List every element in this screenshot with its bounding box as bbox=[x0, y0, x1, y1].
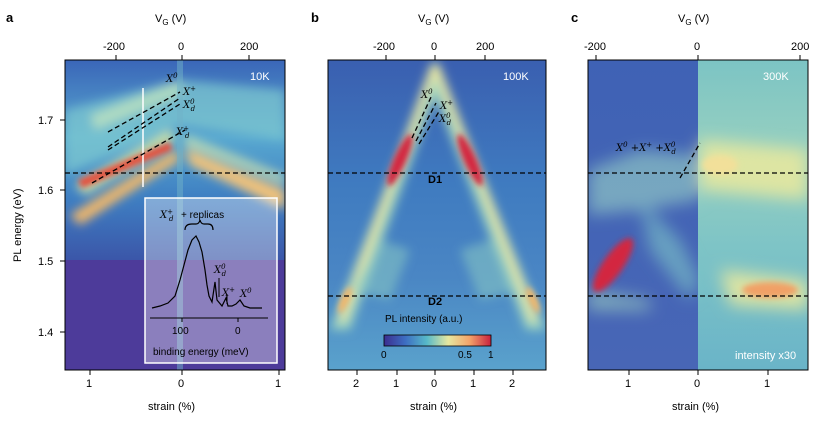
panel-a-y-label: PL energy (eV) bbox=[12, 188, 24, 262]
inset-peak-x0d: X0 d bbox=[213, 263, 227, 278]
panel-a-y-tick-3: 1.5 bbox=[38, 256, 53, 268]
panel-b-heatmap bbox=[328, 60, 546, 370]
panel-b-dashed-guides bbox=[328, 94, 546, 297]
panel-b-top-axis-title: VG (V) bbox=[418, 13, 449, 27]
inset-tick-100: 100 bbox=[172, 326, 189, 337]
panel-c-bottom-tick-1: 1 bbox=[625, 378, 631, 390]
panel-c-dashed-guides bbox=[588, 142, 808, 297]
colorbar-title: PL intensity (a.u.) bbox=[385, 314, 462, 325]
panel-a-top-tick-1: -200 bbox=[103, 41, 125, 53]
panel-c-temp: 300K bbox=[763, 71, 789, 83]
inset-tick-0: 0 bbox=[235, 326, 241, 337]
panel-a-y-tick-4: 1.4 bbox=[38, 327, 53, 339]
panel-b: b 100K bbox=[311, 10, 547, 413]
ann-a-x0d: X0 d bbox=[182, 98, 196, 113]
panel-b-d2-label: D2 bbox=[428, 296, 442, 308]
panel-c-heatmap bbox=[588, 60, 808, 370]
panel-c-top-tick-2: 0 bbox=[694, 41, 700, 53]
panel-b-temp: 100K bbox=[503, 71, 529, 83]
inset-brace bbox=[184, 219, 214, 231]
inset-title: + replicas bbox=[181, 210, 224, 221]
panel-c: c 300K intensity x30 X0 + bbox=[571, 10, 809, 413]
colorbar-tick-0: 0 bbox=[381, 350, 387, 361]
panel-a-y-tick-1: 1.7 bbox=[38, 115, 53, 127]
panel-c-bottom-tick-3: 1 bbox=[764, 378, 770, 390]
panel-b-bottom-tick-4: 1 bbox=[470, 378, 476, 390]
panel-a-bottom-tick-1: 1 bbox=[86, 378, 92, 390]
ann-a-xplusd: X+ d bbox=[175, 125, 190, 140]
colorbar-gradient bbox=[383, 334, 492, 347]
panel-b-letter: b bbox=[311, 10, 319, 25]
panel-b-x-label: strain (%) bbox=[410, 401, 457, 413]
inset-title-symbol: X+ d bbox=[159, 208, 174, 223]
panel-b-bottom-tick-2: 1 bbox=[393, 378, 399, 390]
panel-c-top-tick-1: -200 bbox=[584, 41, 606, 53]
panel-c-bottom-tick-2: 0 bbox=[694, 378, 700, 390]
panel-b-frame bbox=[327, 59, 547, 371]
inset-spectrum-line bbox=[151, 234, 262, 309]
ann-c-combined: X0 +X+ +X0 d bbox=[615, 141, 676, 156]
panel-c-intensity-note: intensity x30 bbox=[735, 350, 796, 362]
colorbar: PL intensity (a.u.) 0 0.5 1 bbox=[381, 314, 494, 361]
panel-c-top-axis-title: VG (V) bbox=[678, 13, 709, 27]
panel-a-heatmap bbox=[65, 60, 285, 370]
colorbar-tick-1: 1 bbox=[488, 350, 494, 361]
panel-a-letter: a bbox=[6, 10, 14, 25]
panel-a-y-tick-2: 1.6 bbox=[38, 185, 53, 197]
panel-b-d1-label: D1 bbox=[428, 174, 442, 186]
panel-a-top-tick-2: 0 bbox=[178, 41, 184, 53]
panel-c-letter: c bbox=[571, 10, 578, 25]
panel-a-top-axis-title: VG (V) bbox=[155, 13, 186, 27]
panel-a: a 10K bbox=[6, 10, 286, 413]
panel-a-frame bbox=[64, 59, 286, 371]
panel-a-temp: 10K bbox=[250, 71, 270, 83]
panel-b-bottom-tick-3: 0 bbox=[431, 378, 437, 390]
panel-a-top-tick-3: 200 bbox=[240, 41, 258, 53]
panel-b-top-tick-2: 0 bbox=[431, 41, 437, 53]
colorbar-tick-05: 0.5 bbox=[458, 350, 472, 361]
panel-b-bottom-tick-1: 2 bbox=[353, 378, 359, 390]
panel-c-top-tick-3: 200 bbox=[791, 41, 809, 53]
inset-spectrum: X+ d + replicas X0 d X+ X0 100 0 binding e… bbox=[144, 197, 278, 364]
inset-x-label: binding energy (meV) bbox=[153, 347, 249, 358]
panel-b-top-tick-1: -200 bbox=[373, 41, 395, 53]
panel-a-bottom-tick-3: 1 bbox=[275, 378, 281, 390]
panel-b-bottom-tick-5: 2 bbox=[509, 378, 515, 390]
panel-b-top-tick-3: 200 bbox=[476, 41, 494, 53]
panel-c-x-label: strain (%) bbox=[672, 401, 719, 413]
panel-a-dashed-guides bbox=[65, 91, 285, 184]
ann-b-x0d: X0 d bbox=[438, 112, 452, 127]
panel-a-x-label: strain (%) bbox=[148, 401, 195, 413]
panel-a-bottom-tick-2: 0 bbox=[178, 378, 184, 390]
